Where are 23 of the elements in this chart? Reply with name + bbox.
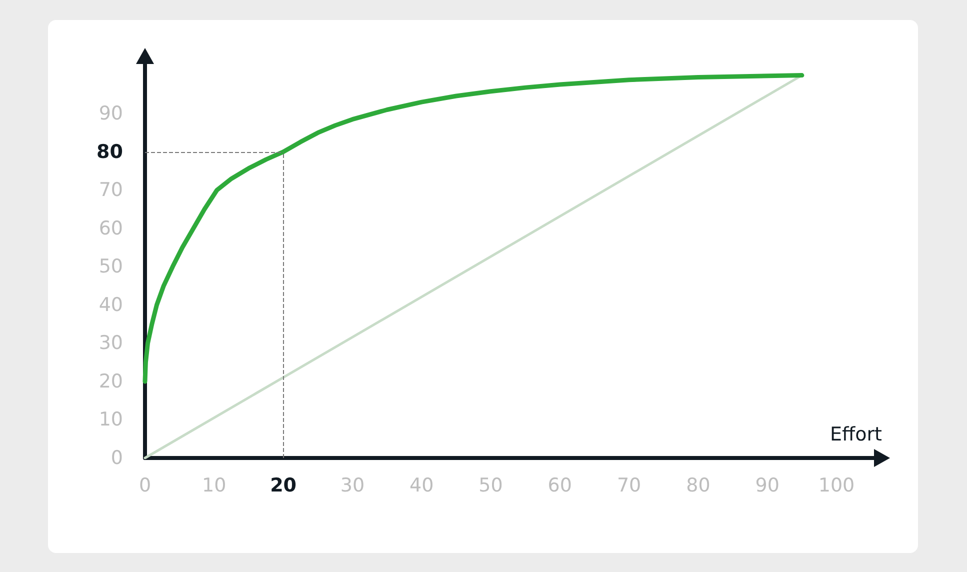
y-tick-label: 10 [98,408,123,431]
y-tick-label: 20 [98,370,123,392]
y-tick-label: 60 [98,217,123,240]
y-tick-label: 30 [98,332,123,354]
x-tick-label: 90 [755,474,780,496]
x-axis-title: Effort [830,424,882,446]
x-tick-label: 30 [340,474,365,496]
y-tick-label: 70 [98,179,123,202]
line-series [142,73,804,384]
y-tick-label: 50 [98,256,123,278]
x-tick-label: 60 [548,474,572,496]
x-tick-label: 50 [478,474,503,496]
x-tick-label: 0 [138,474,152,496]
x-tick-label: 80 [686,474,710,496]
x-tick-label: 100 [818,474,855,496]
y-tick-label: 0 [110,447,123,469]
y-tick-label: 40 [98,294,123,316]
x-tick-label: 20 [270,474,297,496]
y-tick-label: 80 [96,140,123,163]
y-tick-label: 90 [98,102,123,125]
x-tick-label: 40 [410,474,434,496]
x-tick-label: 10 [202,474,226,496]
x-tick-label: 70 [616,474,642,496]
